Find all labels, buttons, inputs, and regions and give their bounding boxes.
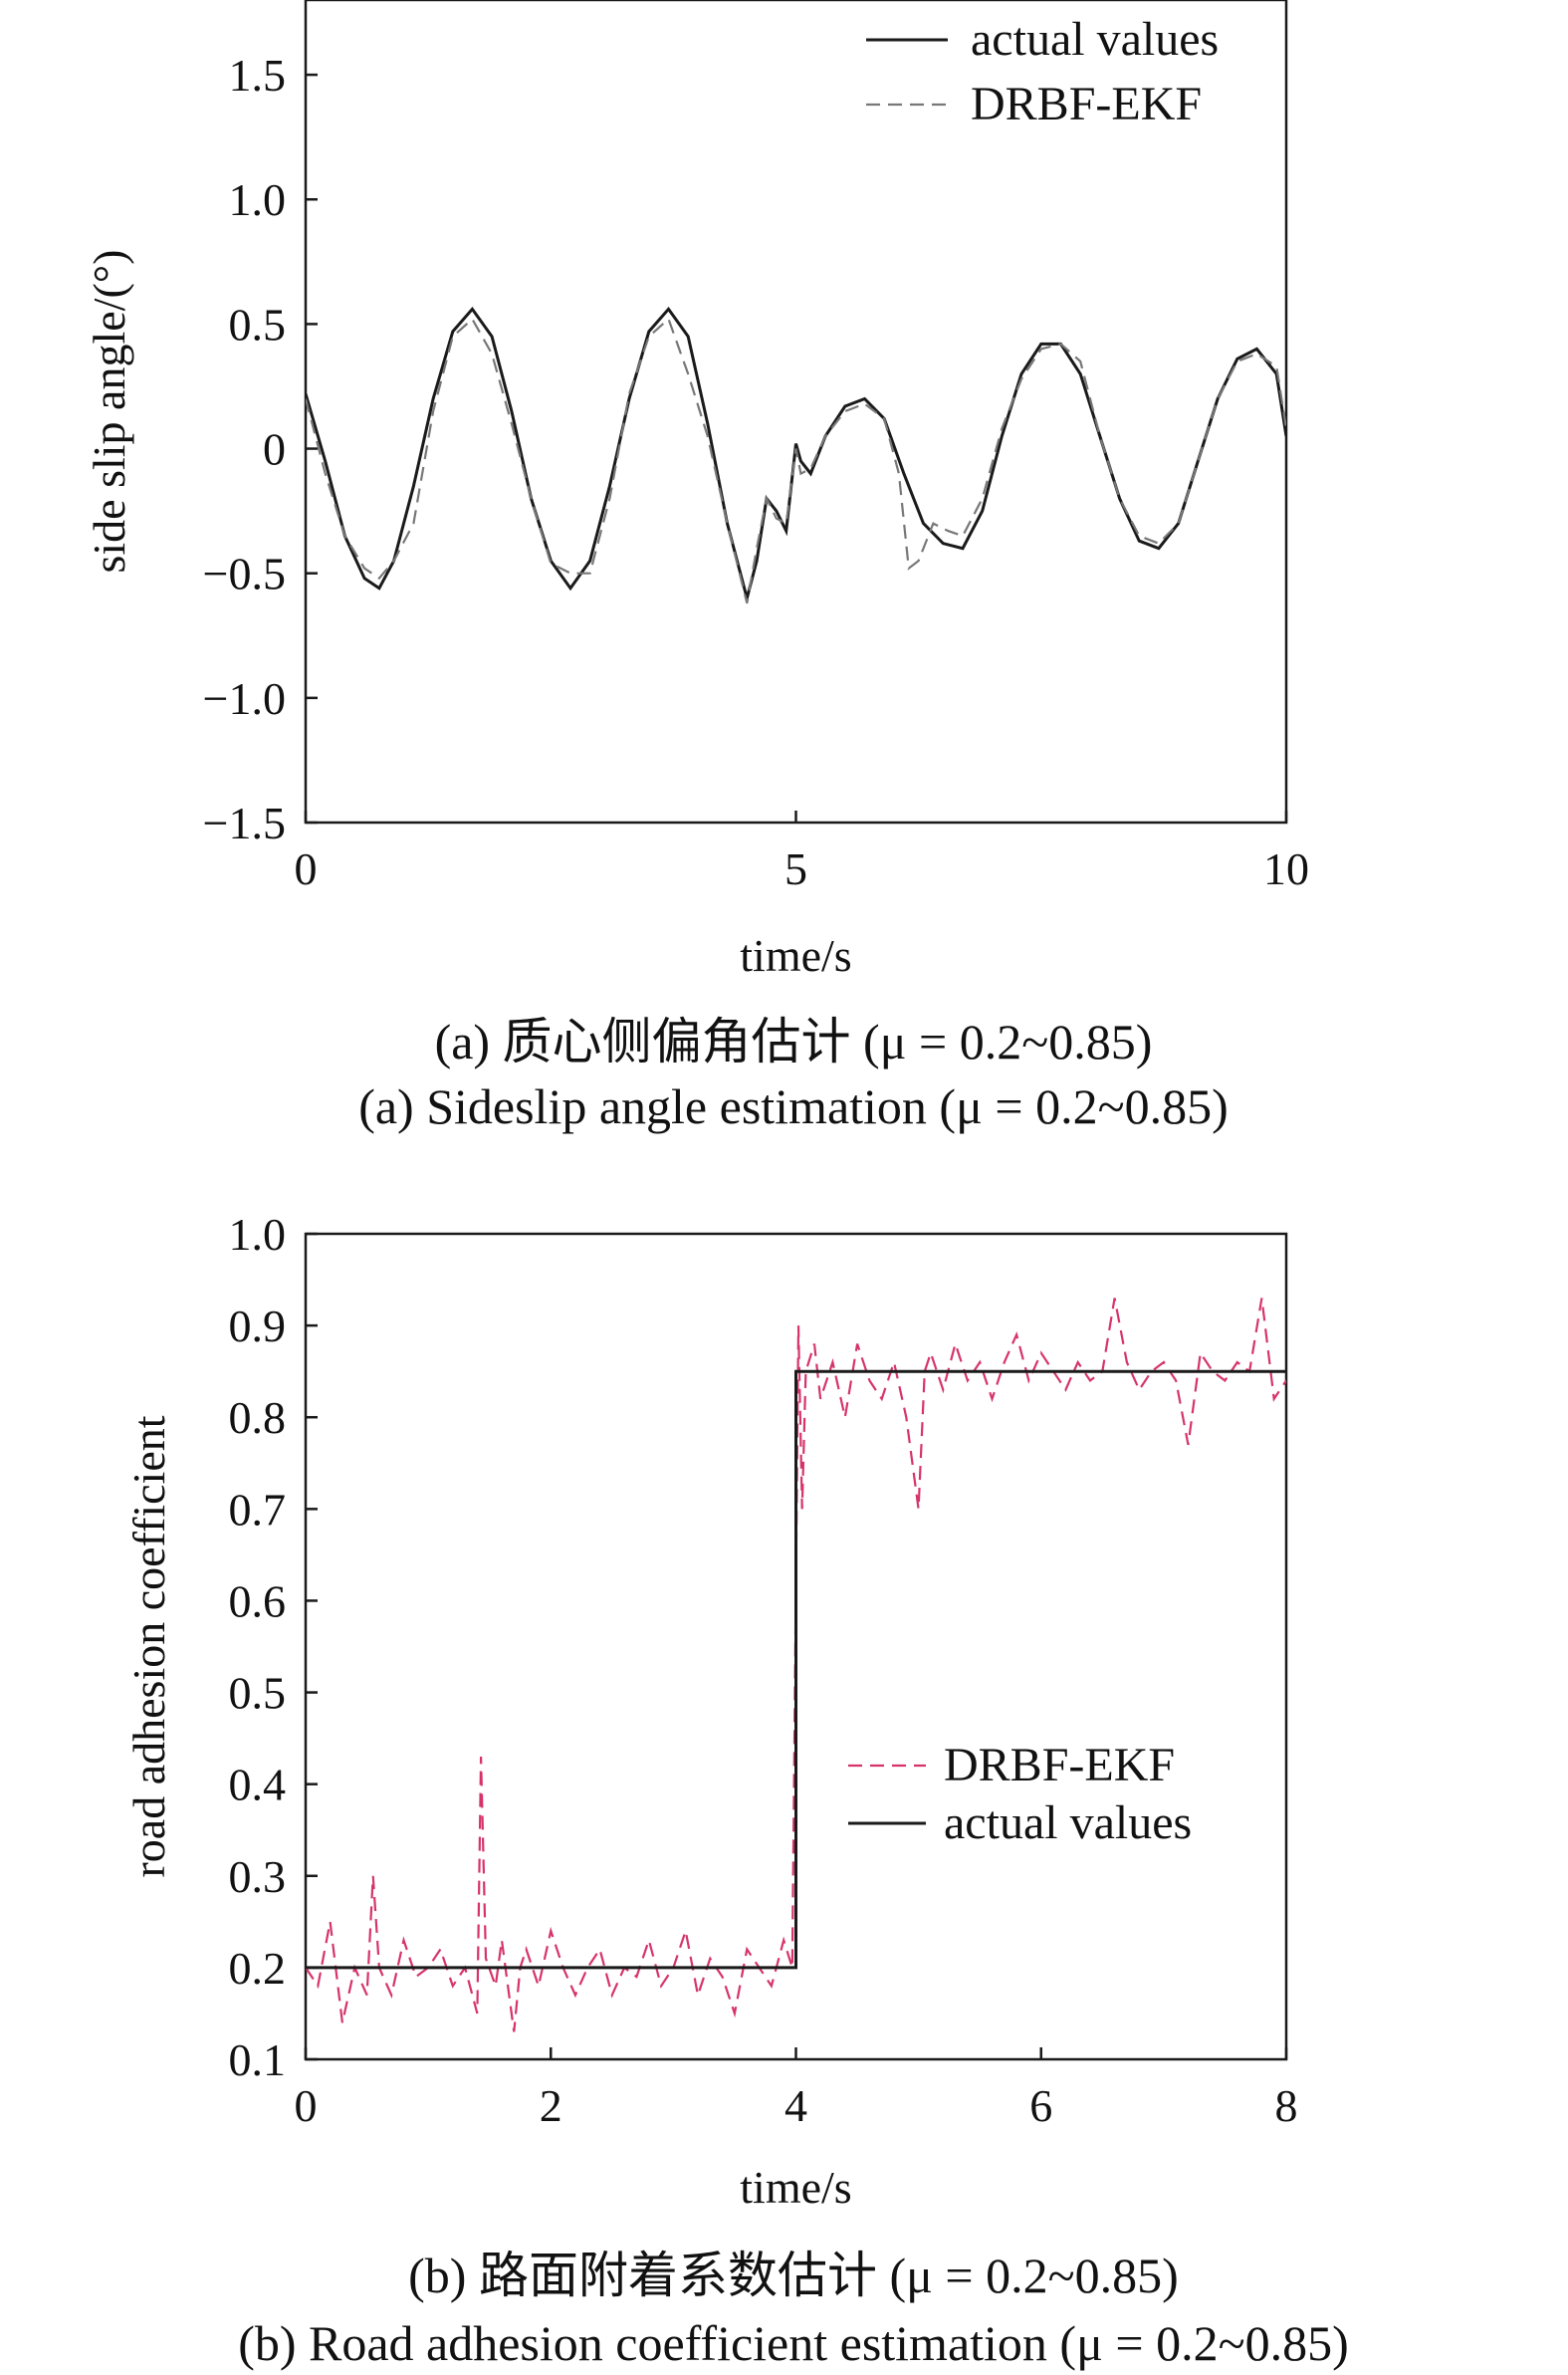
y-axis-title: side slip angle/(°) [84, 250, 134, 574]
legend-label: DRBF-EKF [944, 1739, 1175, 1791]
y-tick-label: −0.5 [203, 549, 286, 599]
x-tick-label: 6 [1029, 2080, 1052, 2131]
series-line-actual-values [306, 1369, 1286, 1970]
y-axis-title: road adhesion coefficient [123, 1415, 174, 1877]
x-tick-label: 8 [1275, 2080, 1298, 2131]
y-tick-label: 0.3 [229, 1851, 287, 1902]
x-tick-label: 10 [1263, 843, 1309, 894]
y-tick-label: 1.5 [229, 50, 287, 101]
x-tick-label: 0 [295, 843, 318, 894]
y-tick-label: 0 [263, 424, 286, 475]
y-tick-label: 0.5 [229, 299, 287, 350]
caption-a-en: (a) Sideslip angle estimation (μ = 0.2~0… [358, 1078, 1229, 1134]
x-tick-label: 5 [784, 843, 807, 894]
legend: actual values DRBF-EKF [866, 13, 1219, 130]
legend-label: actual values [971, 13, 1219, 66]
caption-b-cn: (b) 路面附着系数估计 (μ = 0.2~0.85) [408, 2248, 1179, 2303]
y-tick-label: 0.9 [229, 1301, 287, 1351]
legend-label: DRBF-EKF [971, 78, 1202, 130]
caption-a-cn: (a) 质心侧偏角估计 (μ = 0.2~0.85) [435, 1014, 1153, 1069]
x-tick-label: 2 [540, 2080, 562, 2131]
x-tick-label: 0 [295, 2080, 318, 2131]
y-tick-label: −1.0 [203, 673, 286, 724]
x-tick-label: 4 [784, 2080, 807, 2131]
y-tick-label: 0.2 [229, 1943, 287, 1994]
y-tick-label: 0.1 [229, 2034, 287, 2085]
series-line-drbf-ekf [306, 1298, 1286, 2032]
x-axis-title: time/s [740, 930, 851, 981]
y-tick-label: 0.7 [229, 1484, 287, 1535]
y-tick-label: 0.6 [229, 1575, 287, 1626]
y-tick-label: 0.5 [229, 1668, 287, 1719]
y-tick-label: 1.0 [229, 174, 287, 225]
y-tick-label: 0.8 [229, 1392, 287, 1443]
legend-label: actual values [944, 1796, 1192, 1849]
y-tick-label: 1.0 [229, 1209, 287, 1260]
series-line-drbf-ekf [306, 317, 1286, 603]
y-tick-label: 0.4 [229, 1760, 287, 1810]
chart-sideslip-angle: 0 5 10 −1.5 −1.0 −0.5 0 0.5 1.0 1.5 time/s side sli… [84, 0, 1309, 981]
x-axis-title: time/s [740, 2162, 851, 2213]
chart-road-adhesion: 0 2 4 6 8 0.1 0.2 0.3 0.4 0.5 0.6 0.7 0.8 0.9 1.0 time/… [123, 1209, 1298, 2213]
caption-b-en: (b) Road adhesion coefficient estimation… [238, 2315, 1349, 2371]
y-tick-label: −1.5 [203, 798, 286, 848]
